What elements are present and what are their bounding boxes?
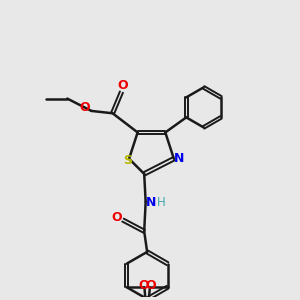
Text: O: O	[146, 279, 156, 292]
Text: H: H	[157, 196, 165, 209]
Text: O: O	[118, 79, 128, 92]
Text: O: O	[80, 101, 90, 114]
Text: N: N	[173, 152, 184, 165]
Text: O: O	[138, 279, 149, 292]
Text: O: O	[111, 211, 122, 224]
Text: N: N	[146, 196, 156, 209]
Text: S: S	[123, 154, 132, 167]
